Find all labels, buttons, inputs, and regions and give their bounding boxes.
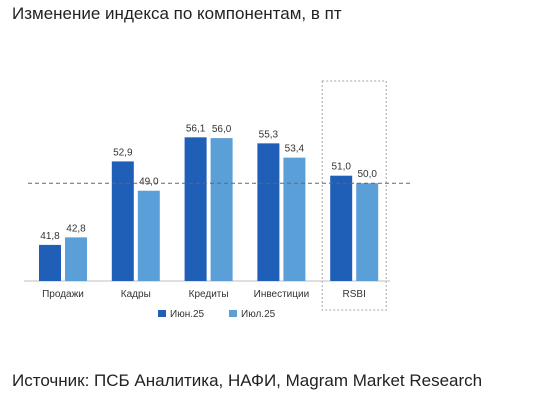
data-label: 56,1: [186, 123, 206, 134]
bar-jun-2: [184, 137, 207, 281]
category-label: RSBI: [343, 289, 366, 300]
legend-swatch: [158, 310, 166, 317]
data-label: 50,0: [357, 169, 377, 180]
data-label: 41,8: [40, 231, 60, 242]
category-label: Инвестиции: [254, 289, 310, 300]
data-label: 52,9: [113, 147, 133, 158]
data-label: 42,8: [66, 223, 86, 234]
legend-entry: Июн.25: [170, 309, 205, 320]
bar-jul-0: [65, 237, 87, 281]
bar-jul-3: [283, 157, 306, 281]
bar-jul-1: [137, 190, 160, 281]
bar-jun-0: [39, 244, 61, 281]
category-label: Кадры: [121, 289, 151, 300]
bar-jun-4: [330, 175, 353, 281]
data-label: 51,0: [331, 162, 351, 173]
bar-jun-3: [257, 143, 280, 281]
chart-title: Изменение индекса по компонентам, в пт: [12, 4, 342, 23]
bar-jul-4: [356, 183, 379, 281]
category-label: Кредиты: [189, 289, 229, 300]
bar-jun-1: [111, 161, 134, 281]
data-label: 49,0: [139, 177, 159, 188]
bar-chart: 41,8 52,9 56,1 55,3 51,0 42,8 49,0 56,0 53,4 50,0…: [24, 80, 411, 320]
data-label: 55,3: [259, 129, 279, 140]
legend-entry: Июл.25: [241, 309, 276, 320]
data-label: 53,4: [285, 144, 305, 155]
legend-swatch: [229, 310, 237, 317]
highlight-box: [321, 80, 387, 311]
data-label: 56,0: [212, 124, 232, 135]
bar-jul-2: [210, 138, 233, 281]
source-note: Источник: ПСБ Аналитика, НАФИ, Magram Ma…: [12, 371, 483, 390]
category-label: Продажи: [42, 289, 84, 300]
